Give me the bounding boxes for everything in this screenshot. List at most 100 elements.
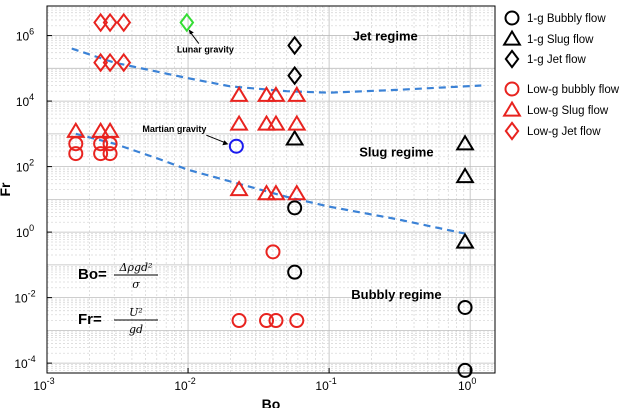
y-tick-label: 100: [16, 223, 34, 240]
data-point: [287, 114, 307, 131]
y-tick-exponent: -2: [28, 289, 36, 299]
data-point: [289, 313, 305, 329]
data-point: [266, 114, 286, 131]
data-point: [100, 121, 120, 138]
formulas: Bo= Δρgd² σ Fr= U² gd: [78, 261, 158, 336]
data-point: [102, 12, 118, 33]
x-tick-exponent: -1: [329, 376, 337, 386]
data-point: [102, 52, 118, 73]
data-point: [287, 264, 303, 280]
region-label: Slug regime: [359, 145, 433, 160]
legend-entry: Low-g Slug flow: [502, 100, 609, 117]
data-point: [457, 362, 473, 378]
data-point: [231, 313, 247, 329]
bo-formula-denominator: σ: [132, 278, 140, 291]
y-tick-exponent: 0: [29, 223, 34, 233]
legend-entry: 1-g Jet flow: [504, 49, 586, 69]
martian-gravity-point: [228, 138, 244, 154]
legend-marker: [502, 29, 522, 46]
y-tick-label: 10-4: [14, 354, 35, 371]
legend-label: 1-g Jet flow: [527, 54, 586, 66]
y-tick-label: 104: [16, 92, 34, 109]
fr-formula-lhs: Fr=: [78, 311, 102, 328]
data-point: [287, 35, 303, 56]
legend-marker: [504, 81, 520, 97]
data-point: [287, 184, 307, 201]
x-tick-exponent: 0: [471, 376, 476, 386]
data-point: [455, 167, 475, 184]
data-point: [266, 184, 286, 201]
x-tick-label: 10-2: [174, 376, 195, 393]
x-tick-label: 10-3: [33, 376, 54, 393]
data-point: [266, 85, 286, 102]
data-point: [268, 313, 284, 329]
region-label: Bubbly regime: [351, 287, 441, 302]
data-point: [256, 184, 277, 201]
data-point: [455, 134, 475, 151]
data-point: [256, 114, 277, 131]
legend-entry: Low-g bubbly flow: [504, 81, 620, 97]
y-tick-exponent: -4: [28, 354, 36, 364]
bo-formula-lhs: Bo=: [78, 266, 107, 283]
regime-boundary-2: [75, 132, 466, 235]
regime-boundary-1: [71, 47, 482, 94]
legend-label: Low-g bubbly flow: [527, 84, 620, 96]
legend-marker: [502, 100, 522, 117]
legend-entry: 1-g Bubbly flow: [504, 10, 606, 26]
lunar-gravity-arrowhead: [188, 29, 194, 35]
fr-formula-denominator: gd: [129, 323, 143, 336]
region-label: Jet regime: [353, 29, 418, 44]
data-point: [457, 299, 473, 315]
y-tick-exponent: 4: [29, 92, 34, 102]
y-axis-label: Fr: [0, 182, 13, 197]
y-tick-label: 10-2: [14, 289, 35, 306]
legend-entry: Low-g Jet flow: [504, 121, 601, 141]
lunar-gravity-point: [179, 12, 195, 33]
legend-label: Low-g Slug flow: [527, 105, 609, 117]
legend-marker: [504, 121, 520, 141]
data-point: [91, 121, 111, 138]
legend-entry: 1-g Slug flow: [502, 29, 594, 46]
data-point: [229, 180, 249, 197]
data-point: [93, 146, 109, 162]
y-tick-exponent: 2: [29, 158, 34, 168]
legend-marker: [504, 49, 520, 69]
data-point: [265, 244, 281, 260]
data-point: [229, 114, 249, 131]
x-axis-label: Bo: [262, 396, 281, 408]
data-point: [229, 85, 249, 102]
data-point: [256, 85, 277, 102]
martian-gravity-arrowhead: [222, 140, 229, 146]
data-point: [116, 12, 132, 33]
x-tick-label: 100: [458, 376, 476, 393]
data-point: [287, 65, 303, 86]
data-point: [68, 146, 84, 162]
plot-frame: [46, 5, 496, 374]
legend: 1-g Bubbly flow 1-g Slug flow 1-g Jet flow…: [502, 10, 620, 141]
data-point: [259, 313, 275, 329]
legend-label: 1-g Bubbly flow: [527, 13, 606, 25]
annotations: Lunar gravity Martian gravity Jet regime Sl…: [142, 29, 441, 302]
data-markers: [66, 12, 475, 378]
legend-marker: [504, 10, 520, 26]
y-tick-label: 106: [16, 27, 34, 44]
data-point: [102, 146, 118, 162]
regime-boundaries: [71, 47, 482, 235]
martian-gravity-label: Martian gravity: [142, 124, 206, 134]
bo-formula-numerator: Δρgd²: [119, 261, 153, 274]
lunar-gravity-label: Lunar gravity: [177, 45, 234, 55]
data-point: [66, 121, 86, 138]
legend-label: 1-g Slug flow: [527, 34, 594, 46]
data-point: [455, 232, 475, 249]
x-tick-label: 10-1: [315, 376, 336, 393]
y-tick-exponent: 6: [29, 27, 34, 37]
x-tick-exponent: -3: [47, 376, 55, 386]
x-tick-exponent: -2: [188, 376, 196, 386]
data-point: [285, 129, 305, 146]
data-point: [287, 200, 303, 216]
fr-formula-numerator: U²: [129, 306, 143, 319]
data-point: [287, 85, 307, 102]
martian-gravity-arrow: [206, 134, 227, 144]
y-tick-label: 102: [16, 158, 34, 175]
